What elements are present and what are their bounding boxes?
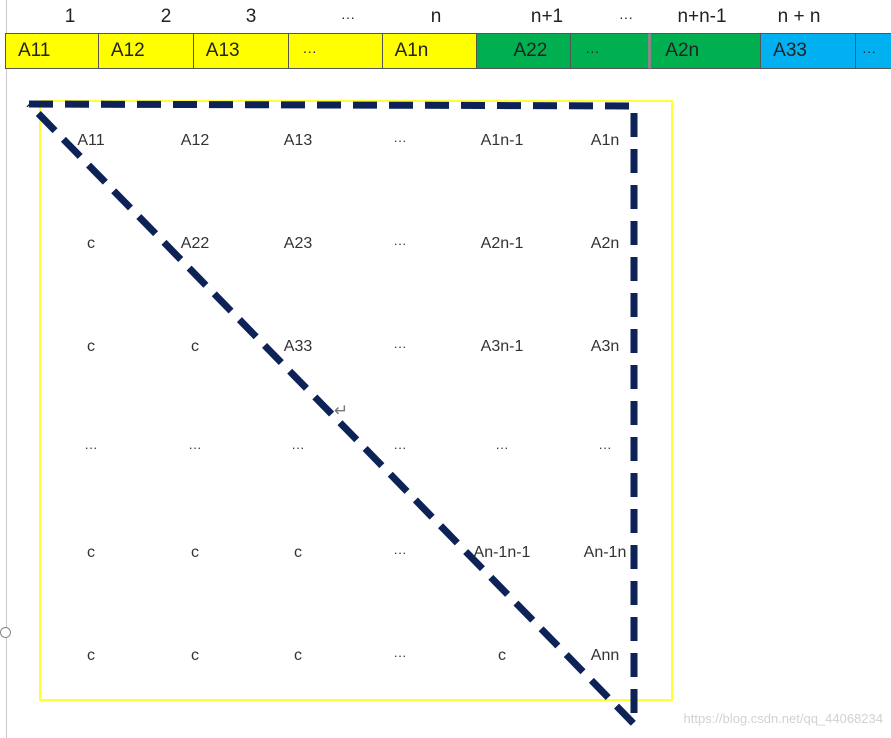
matrix-cell: A1n-1 [480, 132, 524, 149]
matrix-cell: c [87, 338, 95, 355]
matrix-cell: A2n-1 [480, 235, 524, 252]
matrix-cell: ··· [188, 440, 202, 455]
matrix-cell: c [294, 647, 302, 664]
array-cell: ··· [288, 33, 383, 69]
watermark: https://blog.csdn.net/qq_44068234 [683, 711, 884, 726]
matrix-cell: A1n [590, 132, 620, 149]
matrix-cell: A12 [180, 132, 210, 149]
matrix-cell: c [294, 544, 302, 561]
matrix-cell: ··· [393, 339, 407, 354]
matrix-box [39, 100, 673, 701]
document-margin-line [6, 0, 7, 738]
matrix-cell: ··· [393, 133, 407, 148]
matrix-cell: c [498, 647, 506, 664]
matrix-cell: c [87, 647, 95, 664]
index-label: n + n [777, 6, 821, 27]
matrix-cell: A33 [283, 338, 313, 355]
matrix-cell: c [87, 235, 95, 252]
matrix-cell: Ann [590, 647, 620, 664]
index-label: ··· [341, 9, 355, 25]
array-cell: A12 [98, 33, 194, 69]
array-cell: A22 [477, 33, 572, 69]
array-cell: A2n [651, 33, 762, 69]
matrix-cell: ··· [393, 236, 407, 251]
array-cell: A33 [761, 33, 857, 69]
matrix-cell: A3n [590, 338, 620, 355]
index-label: 2 [160, 6, 172, 27]
index-label: 1 [64, 6, 76, 27]
matrix-cell: A11 [77, 132, 105, 149]
index-label: ··· [619, 9, 633, 25]
matrix-cell: c [191, 544, 199, 561]
index-label: n+1 [530, 6, 564, 27]
matrix-cell: c [87, 544, 95, 561]
array-cell: A1n [382, 33, 478, 69]
matrix-cell: An-1n-1 [473, 544, 531, 561]
matrix-cell: ··· [84, 440, 98, 455]
matrix-cell: An-1n [583, 544, 627, 561]
matrix-cell: ··· [393, 440, 407, 455]
matrix-cell: A13 [283, 132, 313, 149]
array-cell: ··· [856, 33, 891, 69]
index-label: n [430, 6, 442, 27]
index-label: n+n-1 [677, 6, 727, 27]
matrix-cell: A22 [180, 235, 210, 252]
compressed-array: A11 A12 A13 ··· A1n A22 ··· A2n A33 ··· [5, 33, 891, 69]
matrix-cell: A2n [590, 235, 620, 252]
upper-triangle-outline [26, 100, 638, 733]
matrix-cell: c [191, 647, 199, 664]
matrix-cell: ··· [495, 440, 509, 455]
array-cell: A11 [5, 33, 99, 69]
array-cell: ··· [571, 33, 652, 69]
index-label: 3 [245, 6, 257, 27]
matrix-cell: ··· [598, 440, 612, 455]
matrix-cell: A23 [283, 235, 313, 252]
matrix-cell: ··· [393, 648, 407, 663]
matrix-cell: A3n-1 [480, 338, 524, 355]
matrix-cell: ··· [393, 545, 407, 560]
matrix-cell: ··· [291, 440, 305, 455]
array-cell: A13 [193, 33, 289, 69]
index-row: 1 2 3 ··· n n+1 ··· n+n-1 n + n [0, 4, 891, 30]
paragraph-return-icon: ↵ [334, 401, 349, 420]
resize-handle[interactable] [0, 627, 11, 638]
matrix-cell: c [191, 338, 199, 355]
